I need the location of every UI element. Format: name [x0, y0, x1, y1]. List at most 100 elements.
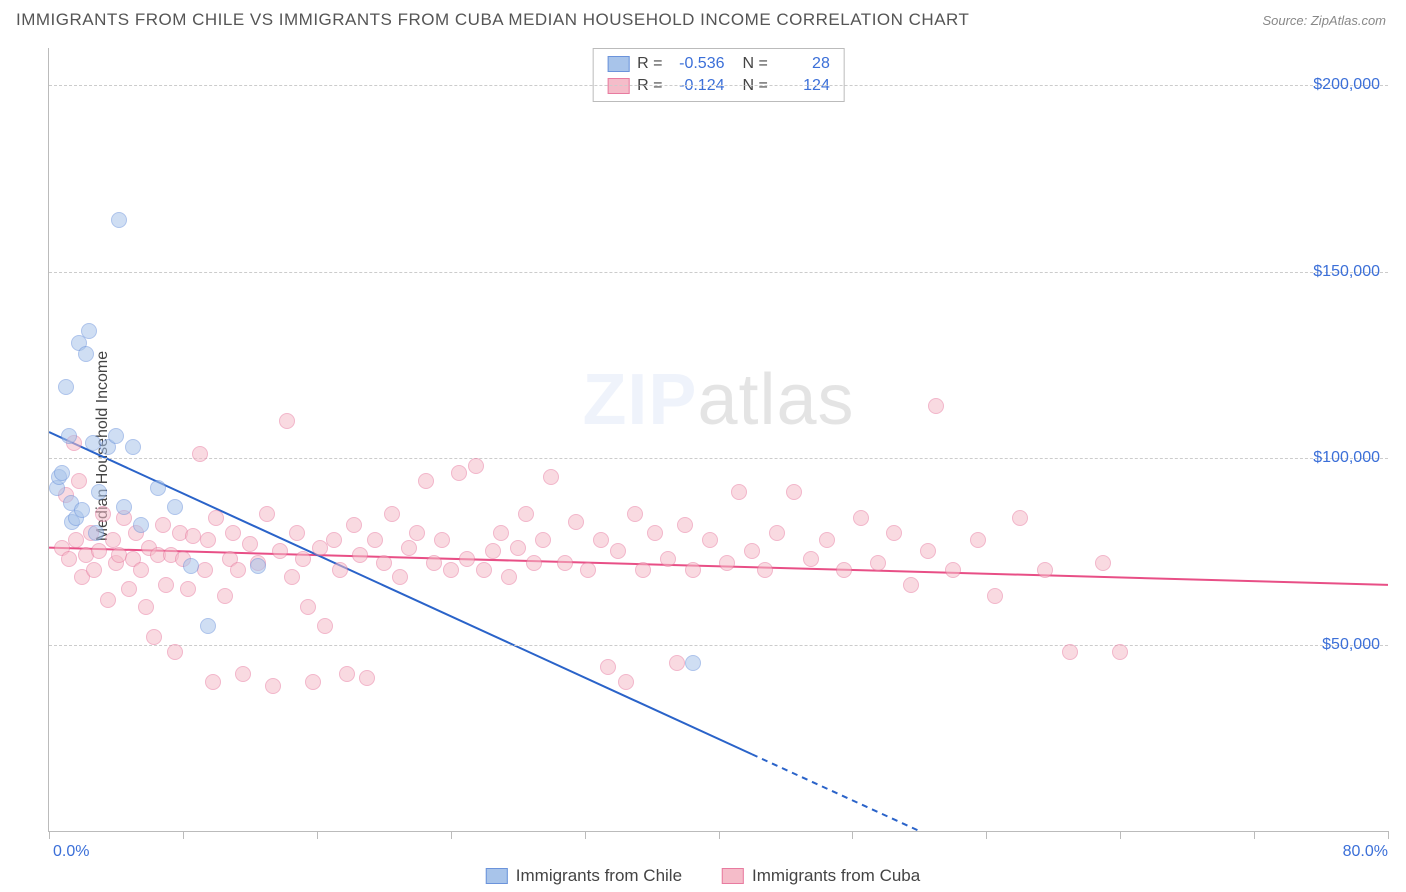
chile-point — [108, 428, 124, 444]
cuba-point — [870, 555, 886, 571]
chile-point — [167, 499, 183, 515]
cuba-point — [476, 562, 492, 578]
x-tick — [719, 831, 720, 839]
correlation-stats-box: R = -0.536 N = 28 R = -0.124 N = 124 — [592, 48, 845, 102]
x-tick — [451, 831, 452, 839]
cuba-point — [580, 562, 596, 578]
legend-item-cuba: Immigrants from Cuba — [722, 866, 920, 886]
chile-point — [200, 618, 216, 634]
cuba-point — [71, 473, 87, 489]
cuba-point — [367, 532, 383, 548]
cuba-point — [225, 525, 241, 541]
cuba-point — [295, 551, 311, 567]
cuba-point — [121, 581, 137, 597]
cuba-point — [757, 562, 773, 578]
cuba-point — [786, 484, 802, 500]
chile-point — [125, 439, 141, 455]
cuba-point — [155, 517, 171, 533]
cuba-point — [443, 562, 459, 578]
cuba-point — [518, 506, 534, 522]
chile-swatch-icon — [486, 868, 508, 884]
cuba-point — [289, 525, 305, 541]
cuba-point — [230, 562, 246, 578]
cuba-point — [945, 562, 961, 578]
cuba-point — [200, 532, 216, 548]
cuba-point — [192, 446, 208, 462]
cuba-point — [376, 555, 392, 571]
y-tick-label: $150,000 — [1313, 263, 1380, 281]
chile-point — [133, 517, 149, 533]
x-tick — [49, 831, 50, 839]
stats-row-chile: R = -0.536 N = 28 — [607, 53, 830, 75]
cuba-point — [593, 532, 609, 548]
cuba-point — [339, 666, 355, 682]
cuba-point — [903, 577, 919, 593]
cuba-point — [677, 517, 693, 533]
cuba-point — [669, 655, 685, 671]
cuba-point — [235, 666, 251, 682]
cuba-point — [618, 674, 634, 690]
bottom-legend: Immigrants from Chile Immigrants from Cu… — [486, 866, 920, 886]
y-tick-label: $100,000 — [1313, 449, 1380, 467]
cuba-point — [138, 599, 154, 615]
cuba-point — [279, 413, 295, 429]
chile-point — [81, 323, 97, 339]
cuba-point — [409, 525, 425, 541]
gridline — [49, 458, 1388, 459]
x-min-label: 0.0% — [53, 843, 89, 861]
watermark-atlas: atlas — [697, 360, 854, 440]
cuba-point — [600, 659, 616, 675]
cuba-point — [167, 644, 183, 660]
chile-point — [78, 346, 94, 362]
chile-swatch-icon — [607, 56, 629, 72]
watermark: ZIPatlas — [582, 359, 854, 441]
x-tick — [852, 831, 853, 839]
chile-point — [111, 212, 127, 228]
chart-plot-area: ZIPatlas R = -0.536 N = 28 R = -0.124 N … — [48, 48, 1388, 832]
cuba-point — [535, 532, 551, 548]
cuba-point — [265, 678, 281, 694]
chile-n-value: 28 — [776, 55, 830, 73]
chile-point — [150, 480, 166, 496]
cuba-point — [61, 551, 77, 567]
cuba-point — [317, 618, 333, 634]
legend-cuba-label: Immigrants from Cuba — [752, 866, 920, 886]
cuba-point — [501, 569, 517, 585]
y-tick-label: $50,000 — [1322, 636, 1380, 654]
cuba-point — [485, 543, 501, 559]
cuba-point — [91, 543, 107, 559]
cuba-point — [284, 569, 300, 585]
cuba-point — [133, 562, 149, 578]
cuba-point — [769, 525, 785, 541]
legend-chile-label: Immigrants from Chile — [516, 866, 682, 886]
cuba-point — [95, 506, 111, 522]
cuba-point — [208, 510, 224, 526]
gridline — [49, 645, 1388, 646]
cuba-point — [836, 562, 852, 578]
cuba-point — [702, 532, 718, 548]
cuba-point — [803, 551, 819, 567]
chile-point — [116, 499, 132, 515]
chile-r-value: -0.536 — [671, 55, 725, 73]
x-tick — [986, 831, 987, 839]
cuba-point — [459, 551, 475, 567]
cuba-point — [1112, 644, 1128, 660]
source-label: Source: ZipAtlas.com — [1262, 13, 1386, 28]
chart-title: IMMIGRANTS FROM CHILE VS IMMIGRANTS FROM… — [16, 10, 969, 30]
cuba-point — [1012, 510, 1028, 526]
cuba-point — [568, 514, 584, 530]
cuba-point — [105, 532, 121, 548]
chile-point — [74, 502, 90, 518]
r-label: R = — [637, 55, 662, 73]
cuba-point — [86, 562, 102, 578]
chile-point — [91, 484, 107, 500]
cuba-point — [332, 562, 348, 578]
cuba-point — [359, 670, 375, 686]
cuba-point — [744, 543, 760, 559]
cuba-point — [647, 525, 663, 541]
cuba-point — [185, 528, 201, 544]
cuba-point — [819, 532, 835, 548]
cuba-point — [731, 484, 747, 500]
cuba-point — [526, 555, 542, 571]
cuba-point — [510, 540, 526, 556]
